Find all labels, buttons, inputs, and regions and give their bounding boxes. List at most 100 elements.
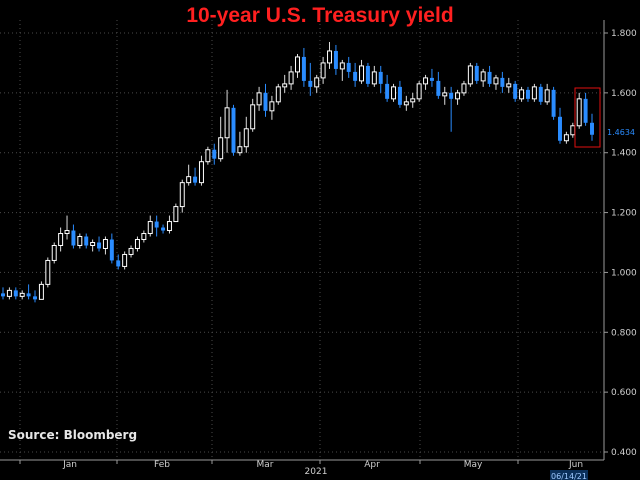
candle-body: [154, 221, 159, 228]
candle-body: [314, 77, 320, 88]
candle: [147, 215, 153, 237]
candle-body: [410, 98, 416, 103]
candle-body: [525, 89, 530, 99]
candle: [403, 95, 409, 111]
candle-body: [583, 98, 588, 123]
candle: [320, 56, 326, 84]
candle: [282, 74, 288, 93]
candle: [436, 71, 441, 99]
candle-body: [449, 92, 454, 99]
candle: [84, 233, 89, 249]
candle: [166, 215, 172, 234]
candle: [134, 236, 140, 252]
candle: [333, 44, 338, 75]
candle-body: [487, 71, 492, 84]
candle: [506, 77, 512, 93]
candle-body: [250, 104, 256, 130]
candle-body: [218, 137, 224, 160]
y-tick-label: 1.400: [611, 149, 637, 159]
candle: [186, 164, 192, 186]
candle: [45, 257, 51, 288]
candle-body: [590, 122, 594, 135]
candle-body: [288, 71, 294, 85]
candle-body: [237, 146, 243, 154]
candle: [19, 290, 25, 300]
candle: [493, 74, 499, 90]
y-tick-label: 1.200: [611, 209, 637, 219]
candle-body: [84, 236, 89, 246]
candle-body: [224, 107, 230, 139]
candle-body: [480, 71, 486, 82]
candle-body: [282, 83, 288, 88]
candle-body: [513, 83, 518, 99]
candle: [116, 254, 121, 270]
x-tick-label: Jun: [568, 460, 583, 470]
candle: [269, 95, 275, 120]
candle: [423, 74, 429, 90]
candle-body: [13, 290, 18, 297]
candle-body: [365, 65, 370, 84]
candle: [212, 143, 217, 165]
candle: [109, 233, 114, 264]
candle: [590, 113, 594, 141]
candle: [71, 224, 76, 249]
highlight-box: [574, 87, 601, 148]
candle-body: [301, 56, 306, 81]
candle: [583, 92, 588, 126]
candle: [102, 236, 108, 255]
candle-body: [353, 71, 358, 81]
candle-body: [51, 244, 57, 261]
candle-body: [339, 62, 345, 70]
candle: [13, 287, 18, 300]
candle: [256, 86, 262, 111]
candle: [385, 74, 390, 102]
candle-body: [558, 116, 562, 141]
candle: [275, 83, 281, 105]
candle: [231, 104, 236, 156]
candle: [455, 89, 461, 105]
candle: [519, 86, 525, 102]
candle: [97, 236, 102, 252]
candle: [480, 68, 486, 87]
candle: [51, 242, 57, 264]
year-label: 2021: [305, 467, 328, 477]
candle-body: [295, 56, 300, 73]
candle: [237, 131, 243, 156]
candle: [397, 80, 402, 108]
candle-body: [64, 230, 70, 235]
candle-body: [38, 283, 44, 300]
candle-body: [576, 98, 582, 127]
candle-body: [391, 86, 397, 100]
candle-body: [198, 161, 204, 184]
candle: [64, 215, 70, 240]
candle: [128, 245, 134, 258]
candle: [429, 68, 434, 87]
candle: [33, 290, 37, 303]
candle: [161, 224, 166, 234]
candle-body: [205, 149, 211, 163]
candle-body: [128, 247, 134, 255]
candle-body: [538, 86, 543, 102]
candle-body: [570, 125, 576, 136]
candle-body: [71, 230, 76, 246]
candle: [576, 92, 582, 129]
candle-body: [97, 242, 102, 249]
candle: [90, 239, 96, 252]
candle-body: [6, 289, 12, 297]
candle: [327, 41, 332, 69]
y-tick-label: 0.400: [611, 448, 637, 458]
candle-body: [403, 101, 409, 106]
candle: [122, 251, 128, 270]
candle: [442, 86, 448, 105]
candle-body: [58, 233, 64, 246]
candle-body: [179, 182, 185, 208]
candle-body: [116, 260, 121, 267]
last-value-label: 1.4634: [605, 127, 635, 137]
candle: [544, 83, 550, 105]
candle: [205, 146, 211, 165]
candle-body: [122, 253, 128, 267]
candle-body: [429, 77, 434, 81]
candle-body: [531, 86, 537, 100]
source-note: Source: Bloomberg: [8, 428, 138, 442]
